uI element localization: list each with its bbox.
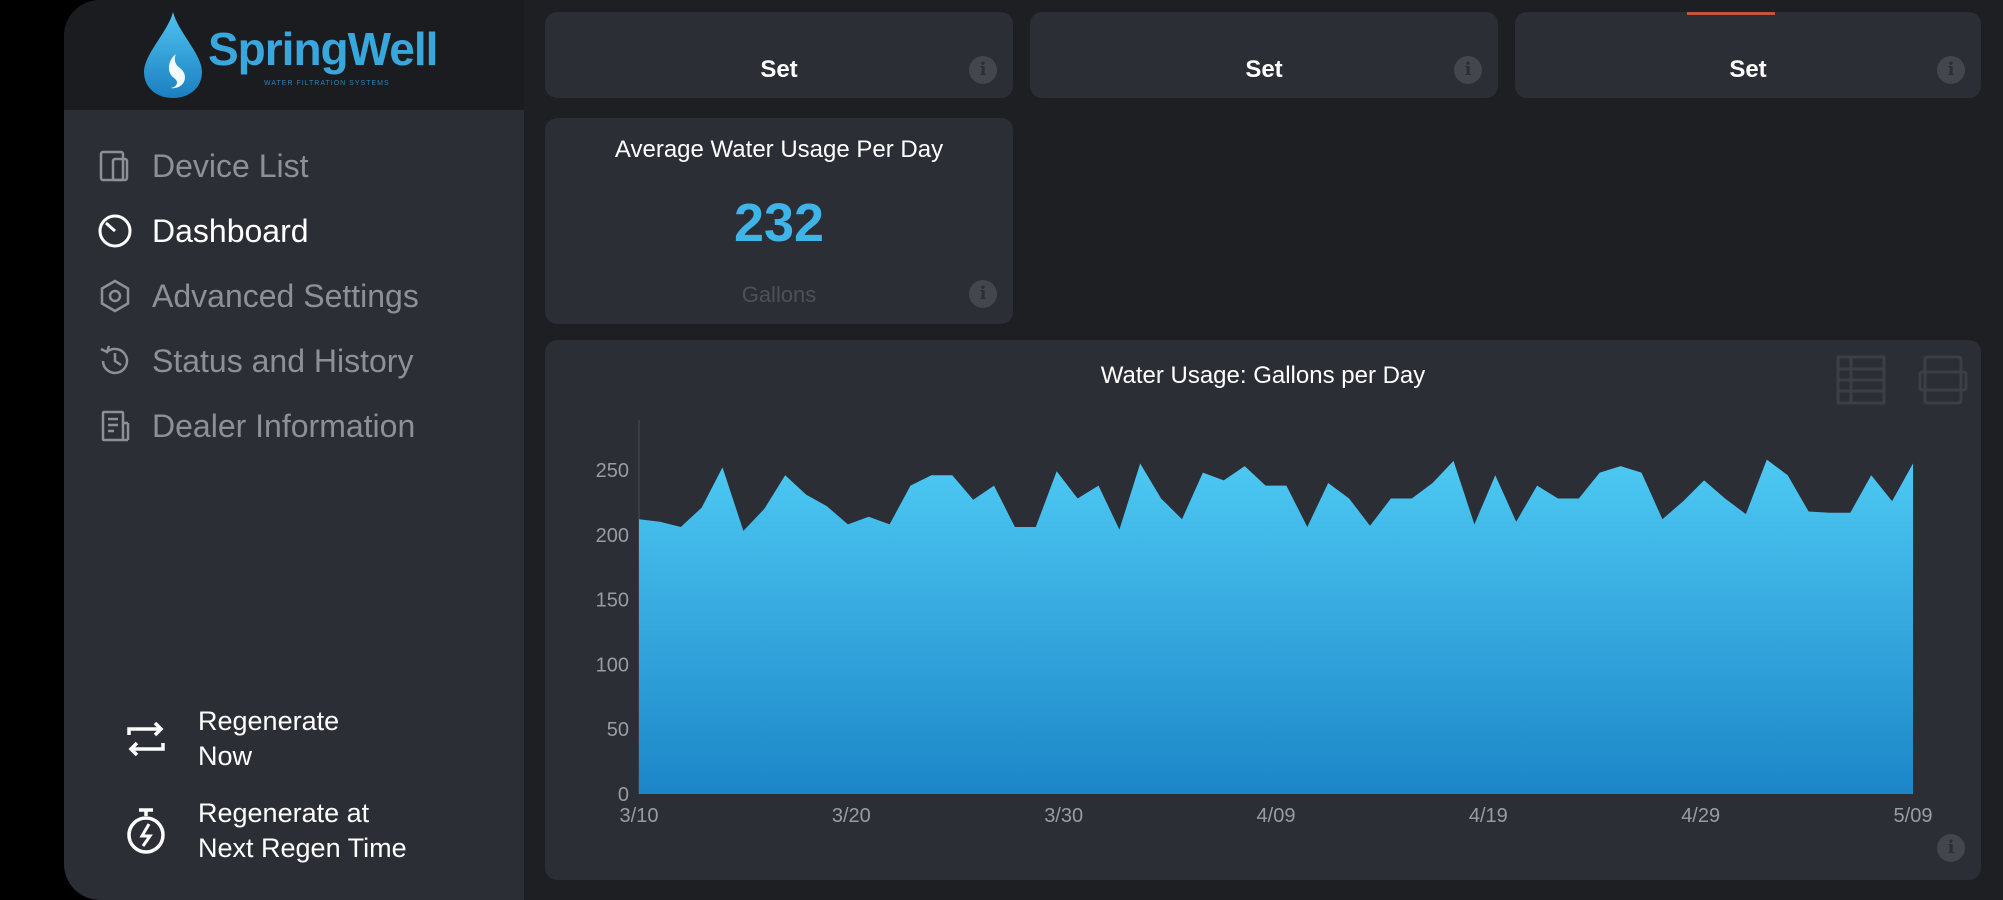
sidebar: SpringWell WATER FILTRATION SYSTEMS Devi… bbox=[64, 0, 524, 900]
y-tick-label: 50 bbox=[607, 719, 629, 741]
x-tick-label: 4/19 bbox=[1469, 805, 1508, 827]
info-icon[interactable]: i bbox=[969, 56, 997, 84]
sidebar-item-label: Status and History bbox=[152, 342, 414, 379]
water-drop-logo-icon bbox=[144, 12, 202, 98]
sidebar-item-label: Device List bbox=[152, 147, 309, 184]
sidebar-item-label: Dashboard bbox=[152, 212, 309, 249]
y-tick-label: 100 bbox=[596, 654, 629, 676]
set-card-1[interactable]: Set i bbox=[545, 12, 1013, 98]
y-tick-label: 250 bbox=[596, 460, 629, 482]
sidebar-item-dealer-information[interactable]: Dealer Information bbox=[96, 401, 496, 451]
sidebar-item-advanced-settings[interactable]: Advanced Settings bbox=[96, 271, 496, 321]
card-accent-line bbox=[1687, 12, 1775, 15]
history-icon bbox=[96, 342, 134, 380]
set-label: Set bbox=[1729, 56, 1767, 83]
set-card-2[interactable]: Set i bbox=[1030, 12, 1498, 98]
regenerate-next-time-label: Regenerate at Next Regen Time bbox=[198, 798, 407, 863]
gear-icon bbox=[96, 277, 134, 315]
dashboard-icon bbox=[96, 212, 134, 250]
average-usage-card: i bbox=[545, 118, 1013, 324]
info-icon[interactable]: i bbox=[1937, 834, 1965, 862]
table-view-icon[interactable] bbox=[1835, 354, 1887, 411]
x-tick-label: 3/10 bbox=[620, 805, 659, 827]
y-tick-label: 200 bbox=[596, 525, 629, 547]
sidebar-item-status-history[interactable]: Status and History bbox=[96, 336, 496, 386]
usage-area-chart: 0 50 100 150 200 250 3/10 3/20 3/30 4/09 4/19 4/29 5… bbox=[596, 420, 1933, 827]
document-icon bbox=[96, 407, 134, 445]
set-label: Set bbox=[760, 56, 798, 83]
chart-title: Water Usage: Gallons per Day bbox=[1100, 362, 1426, 389]
regenerate-icon bbox=[120, 713, 172, 765]
timer-icon bbox=[120, 805, 172, 857]
x-tick-label: 3/30 bbox=[1044, 805, 1083, 827]
sidebar-item-device-list[interactable]: Device List bbox=[96, 141, 496, 191]
csv-export-icon[interactable] bbox=[1917, 354, 1969, 411]
x-tick-label: 4/09 bbox=[1257, 805, 1296, 827]
regenerate-now-label: Regenerate Now bbox=[198, 706, 340, 771]
regenerate-next-time-button[interactable]: Regenerate at Next Regen Time bbox=[120, 796, 407, 866]
x-tick-label: 4/29 bbox=[1681, 805, 1720, 827]
set-card-3[interactable]: Set i bbox=[1515, 12, 1981, 98]
x-tick-label: 3/20 bbox=[832, 805, 871, 827]
sidebar-item-dashboard[interactable]: Dashboard bbox=[96, 206, 496, 256]
average-usage-value: 232 bbox=[733, 193, 825, 253]
sidebar-item-label: Advanced Settings bbox=[152, 277, 419, 314]
devices-icon bbox=[96, 147, 134, 185]
average-usage-unit: Gallons bbox=[741, 282, 817, 307]
brand-name: SpringWell bbox=[208, 23, 438, 75]
info-icon[interactable]: i bbox=[1937, 56, 1965, 84]
regenerate-now-button[interactable]: Regenerate Now bbox=[120, 704, 339, 774]
logo-bar: SpringWell WATER FILTRATION SYSTEMS bbox=[64, 0, 524, 110]
usage-area-series bbox=[639, 459, 1913, 794]
info-icon[interactable]: i bbox=[1454, 56, 1482, 84]
brand-tagline: WATER FILTRATION SYSTEMS bbox=[264, 80, 390, 87]
average-usage-title: Average Water Usage Per Day bbox=[614, 136, 944, 163]
set-label: Set bbox=[1245, 56, 1283, 83]
y-tick-label: 0 bbox=[618, 784, 629, 806]
x-tick-label: 5/09 bbox=[1894, 805, 1933, 827]
y-tick-label: 150 bbox=[596, 590, 629, 612]
sidebar-item-label: Dealer Information bbox=[152, 407, 416, 444]
info-icon[interactable]: i bbox=[969, 280, 997, 308]
